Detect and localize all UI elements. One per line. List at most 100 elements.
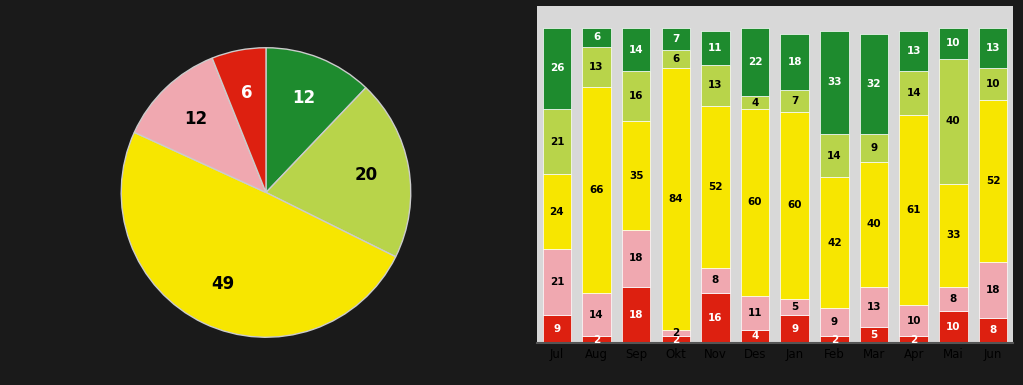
Bar (939, 311, 968, 343)
Bar (899, 305, 928, 336)
Bar (622, 286, 651, 343)
Text: 52: 52 (708, 182, 722, 192)
Text: 10: 10 (986, 79, 1000, 89)
Bar (701, 293, 729, 343)
Bar (542, 28, 571, 109)
Bar (622, 28, 651, 72)
Bar (899, 115, 928, 305)
Text: 16: 16 (629, 91, 643, 101)
Text: 13: 13 (906, 46, 921, 56)
Bar (582, 293, 611, 336)
Wedge shape (266, 88, 411, 257)
Bar (582, 28, 611, 47)
Bar (939, 286, 968, 311)
Bar (979, 261, 1008, 318)
Text: 20: 20 (354, 166, 377, 184)
Text: 66: 66 (589, 185, 604, 195)
Text: 40: 40 (866, 219, 882, 229)
Text: 14: 14 (629, 45, 643, 55)
Bar (701, 268, 729, 293)
Bar (781, 34, 809, 90)
Bar (820, 308, 849, 336)
Text: 9: 9 (871, 143, 878, 153)
Bar (662, 330, 691, 336)
Bar (662, 28, 691, 50)
Bar (820, 336, 849, 343)
Text: 5: 5 (791, 302, 798, 312)
Text: 18: 18 (629, 253, 643, 263)
Text: 10: 10 (946, 38, 961, 49)
Bar (859, 34, 888, 134)
Bar (781, 90, 809, 112)
Bar (582, 336, 611, 343)
Bar (781, 315, 809, 343)
Text: 5: 5 (871, 330, 878, 340)
Text: 2: 2 (910, 335, 918, 345)
Text: 13: 13 (708, 80, 722, 90)
Text: 2: 2 (672, 328, 679, 338)
Text: 40: 40 (946, 116, 961, 126)
Bar (939, 59, 968, 184)
Text: 12: 12 (184, 110, 208, 128)
Text: 13: 13 (589, 62, 604, 72)
Text: 4: 4 (752, 98, 759, 108)
Text: 18: 18 (986, 285, 1000, 295)
Text: 9: 9 (791, 324, 798, 334)
Bar (542, 249, 571, 315)
Text: 32: 32 (866, 79, 881, 89)
Bar (701, 106, 729, 268)
Text: 24: 24 (549, 207, 565, 217)
Bar (979, 68, 1008, 99)
Text: 6: 6 (593, 32, 601, 42)
Bar (820, 177, 849, 308)
Bar (820, 31, 849, 134)
Wedge shape (212, 48, 266, 192)
Text: 14: 14 (906, 88, 921, 98)
Bar (662, 68, 691, 330)
Bar (582, 87, 611, 293)
Text: 8: 8 (989, 325, 996, 335)
Text: 52: 52 (986, 176, 1000, 186)
Text: 33: 33 (828, 77, 842, 87)
Text: 49: 49 (211, 275, 234, 293)
Bar (741, 330, 769, 343)
Text: 33: 33 (946, 230, 961, 240)
Text: 84: 84 (668, 194, 683, 204)
Text: 18: 18 (788, 57, 802, 67)
Text: 16: 16 (708, 313, 722, 323)
Wedge shape (266, 48, 366, 192)
Text: 21: 21 (549, 277, 564, 287)
Text: 60: 60 (748, 198, 762, 208)
Bar (859, 327, 888, 343)
Bar (622, 231, 651, 286)
Bar (741, 109, 769, 296)
Text: 13: 13 (986, 43, 1000, 53)
Text: 10: 10 (946, 322, 961, 332)
Bar (741, 28, 769, 96)
Text: 7: 7 (672, 34, 679, 44)
Text: 4: 4 (752, 331, 759, 341)
Text: 8: 8 (712, 275, 719, 285)
Wedge shape (134, 58, 266, 192)
Bar (622, 72, 651, 121)
Bar (662, 336, 691, 343)
Text: 35: 35 (629, 171, 643, 181)
Text: 18: 18 (629, 310, 643, 320)
Text: 2: 2 (672, 335, 679, 345)
Text: 9: 9 (831, 317, 838, 327)
Text: 2: 2 (831, 335, 838, 345)
Bar (701, 31, 729, 65)
Bar (781, 299, 809, 315)
Bar (542, 174, 571, 249)
Bar (542, 109, 571, 174)
Bar (899, 336, 928, 343)
Text: 60: 60 (788, 201, 802, 211)
Text: 14: 14 (589, 310, 604, 320)
Bar (582, 47, 611, 87)
Wedge shape (121, 132, 396, 337)
Text: 26: 26 (549, 64, 564, 73)
Text: 12: 12 (293, 89, 315, 107)
Bar (741, 296, 769, 330)
Text: 14: 14 (827, 151, 842, 161)
Text: 8: 8 (949, 294, 957, 304)
